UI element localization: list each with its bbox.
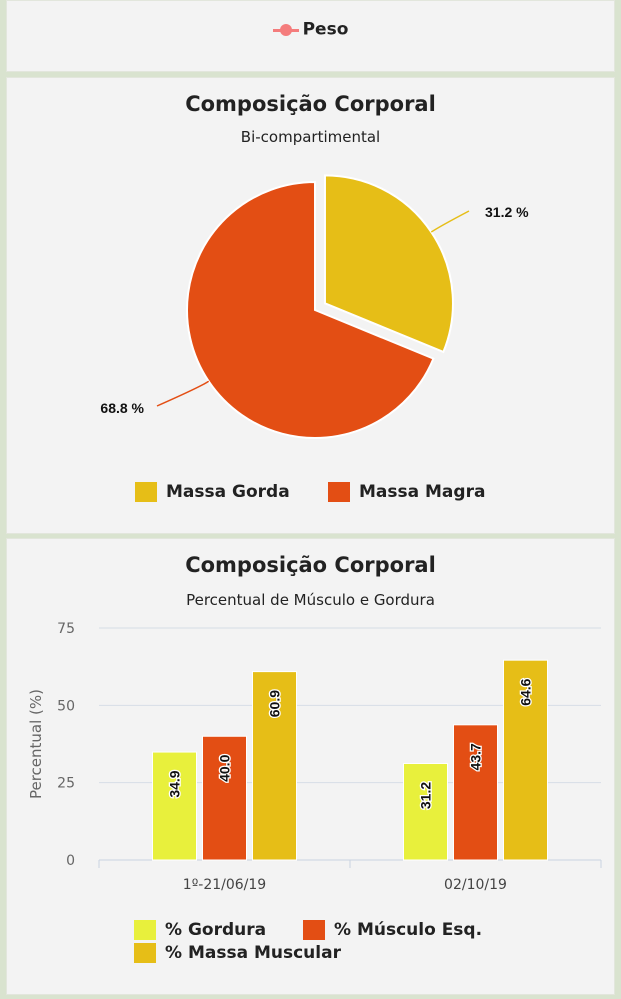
- bar-data-label-gordura-1: 34.9: [167, 770, 183, 797]
- bar-legend-massa-muscular[interactable]: % Massa Muscular: [134, 943, 341, 963]
- weight-legend-card: Peso: [6, 0, 615, 72]
- bar-gordura-1: [152, 751, 197, 861]
- legend-label-musculo-esq: % Músculo Esq.: [334, 920, 483, 940]
- x-category-label-1: 1º-21/06/19: [183, 877, 266, 893]
- pie-data-label-massa-gorda: 31.2 %: [485, 204, 529, 220]
- bar-legend-gordura[interactable]: % Gordura: [134, 920, 266, 940]
- legend-item-peso[interactable]: Peso: [7, 19, 614, 40]
- pie-chart-card: Composição Corporal Bi-compartimental 31…: [6, 77, 615, 534]
- legend-swatch-massa-magra: [328, 482, 350, 502]
- pie-legend-massa-magra[interactable]: Massa Magra: [328, 482, 485, 502]
- bar-chart-plot: 0 25 50 75 Percentual (%) 34.9 40.0 60.9 1º-21/0…: [27, 621, 602, 893]
- pie-connector-massa-gorda: [430, 210, 470, 233]
- pie-slice-massa-magra: [186, 180, 435, 439]
- bar-data-label-gordura-2: 31.2: [418, 782, 434, 809]
- pie-legend-massa-gorda[interactable]: Massa Gorda: [135, 482, 290, 502]
- legend-swatch-gordura: [134, 920, 156, 940]
- legend-label-peso: Peso: [302, 19, 349, 40]
- legend-label-massa-gorda: Massa Gorda: [166, 482, 290, 502]
- legend-label-gordura: % Gordura: [165, 920, 267, 940]
- legend-swatch-massa-muscular: [134, 943, 156, 963]
- bar-legend-musculo-esq[interactable]: % Músculo Esq.: [303, 920, 482, 940]
- bar-data-label-musculo-esq-1: 40.0: [217, 754, 233, 781]
- pie-chart-plot: 31.2 % 68.8 %: [100, 174, 529, 439]
- bar-musculo-esq-1: [202, 735, 247, 861]
- y-axis-title: Percentual (%): [27, 689, 45, 799]
- bar-musculo-esq-2: [453, 724, 498, 861]
- legend-swatch-massa-gorda: [135, 482, 157, 502]
- bar-data-label-massa-muscular-2: 64.6: [518, 678, 534, 705]
- peso-line-marker-icon: [272, 23, 299, 37]
- y-tick-label-50: 50: [57, 698, 75, 714]
- x-category-label-2: 02/10/19: [444, 877, 507, 893]
- bar-massa-muscular-1: [252, 671, 297, 861]
- bar-chart-title: Composição Corporal: [185, 553, 436, 577]
- pie-chart-subtitle: Bi-compartimental: [240, 128, 381, 146]
- pie-chart-title: Composição Corporal: [185, 92, 436, 116]
- pie-connector-massa-magra: [156, 380, 210, 407]
- legend-label-massa-muscular: % Massa Muscular: [165, 943, 341, 963]
- legend-swatch-musculo-esq: [303, 920, 325, 940]
- pie-data-label-massa-magra: 68.8 %: [100, 400, 144, 416]
- bar-chart-card: Composição Corporal Percentual de Múscul…: [6, 538, 615, 995]
- pie-slice-massa-gorda: [323, 174, 454, 354]
- bar-chart-subtitle: Percentual de Músculo e Gordura: [186, 591, 435, 609]
- bar-data-label-musculo-esq-2: 43.7: [468, 743, 484, 770]
- bar-gordura-2: [403, 762, 448, 861]
- y-tick-label-25: 25: [57, 776, 75, 792]
- y-tick-label-75: 75: [57, 621, 75, 637]
- bar-data-label-massa-muscular-1: 60.9: [267, 690, 283, 717]
- bar-massa-muscular-2: [503, 659, 548, 861]
- y-tick-label-0: 0: [66, 853, 75, 869]
- legend-label-massa-magra: Massa Magra: [359, 482, 486, 502]
